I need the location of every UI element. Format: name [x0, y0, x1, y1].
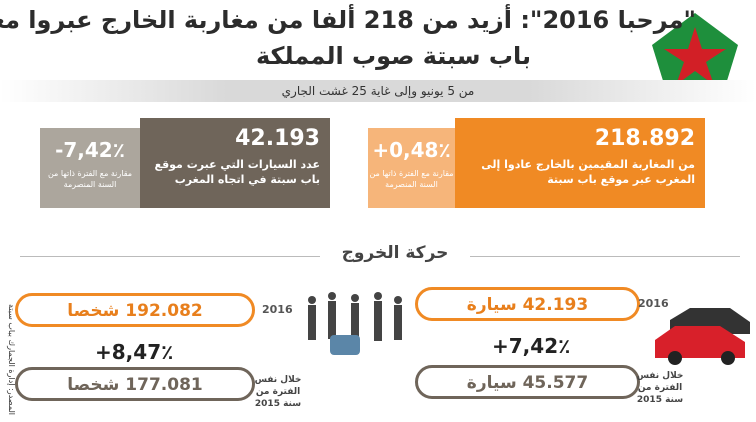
value-pill: 42.193 سيارة	[415, 287, 640, 321]
year-label: 2016	[262, 303, 293, 316]
value-pill: 45.577 سيارة	[415, 365, 640, 399]
stat-number: 218.892	[594, 126, 695, 151]
title: باب سبتة صوب المملكة	[255, 42, 531, 70]
change-note: مقارنة مع الفترة ذاتها من السنة المنصرمة	[47, 169, 133, 189]
source: المصدر: إدارة الجمارك بباب سبتة	[7, 304, 16, 415]
subtitle: من 5 يونيو وإلى غاية 25 غشت الجاري	[0, 80, 756, 102]
change-value: +7,42٪	[492, 334, 571, 358]
stat-text: عدد السيارات التي عبرت موقع باب سبتة في …	[154, 158, 320, 186]
change-value: -7,42٪	[55, 138, 125, 162]
year-label: 2016	[638, 297, 669, 310]
stat-box: 42.193 عدد السيارات التي عبرت موقع باب سب…	[140, 118, 330, 208]
change-box: -7,42٪ مقارنة مع الفترة ذاتها من السنة ال…	[40, 128, 140, 208]
people-icon	[308, 292, 402, 355]
stat-box: 218.892 من المغاربة المقيمين بالخارج عادو…	[455, 118, 705, 208]
period-label: خلال نفس الفترة من سنة 2015	[254, 375, 302, 409]
change-value: +0,48٪	[372, 138, 451, 162]
stat-number: 42.193	[235, 126, 320, 151]
cars-icon	[655, 308, 750, 365]
change-value: +8,47٪	[95, 340, 174, 364]
change-box: +0,48٪ مقارنة مع الفترة ذاتها من السنة ال…	[368, 128, 455, 208]
title: "مرحبا 2016": أزيد من 218 ألفا من مغاربة…	[0, 6, 696, 34]
divider	[470, 256, 740, 257]
stat-text: من المغاربة المقيمين بالخارج عادوا إلى ا…	[481, 158, 695, 186]
value-pill: 192.082 شخصا	[15, 293, 255, 327]
section-title: حركة الخروج	[341, 243, 449, 263]
period-label: خلال نفس الفترة من سنة 2015	[636, 371, 684, 405]
value-pill: 177.081 شخصا	[15, 367, 255, 401]
change-note: مقارنة مع الفترة ذاتها من السنة المنصرمة	[369, 169, 454, 189]
divider	[20, 256, 320, 257]
